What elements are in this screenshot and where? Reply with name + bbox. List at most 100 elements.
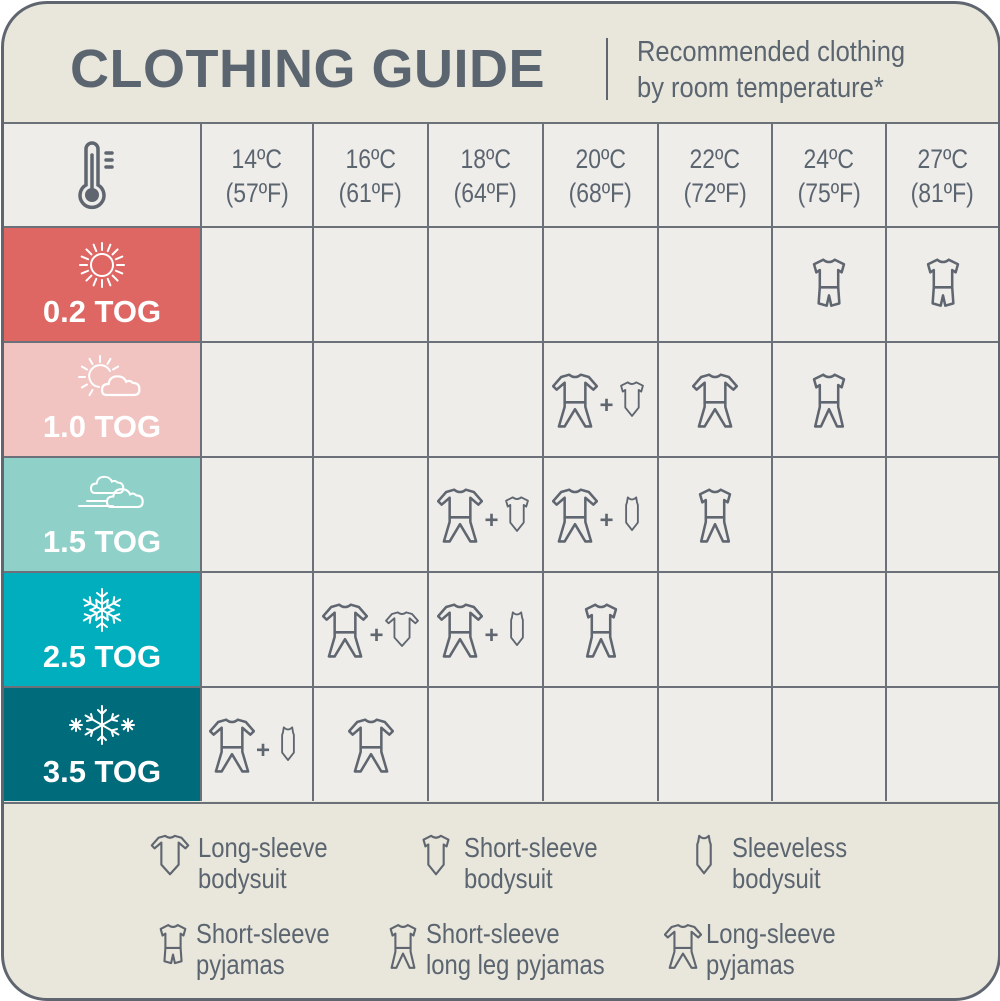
clothing-cell [200, 228, 312, 341]
clothing-cell: + [427, 573, 542, 686]
tog-label-cell: 0.2 TOG [4, 228, 200, 341]
temperature-celsius: 18ºC [460, 144, 511, 174]
clothing-cell [200, 343, 312, 456]
subtitle-line-2: by room temperature* [637, 72, 884, 104]
temperature-celsius: 20ºC [575, 144, 626, 174]
clothing-cell [885, 573, 998, 686]
plus-sign: + [484, 621, 499, 649]
legend-line-2: pyjamas [196, 949, 285, 980]
legend-line-1: Short-sleeve [464, 832, 598, 863]
long-sleeve-pyjamas-icon [692, 372, 738, 428]
temperature-header: 27ºC (81ºF) [885, 124, 998, 228]
tog-row: 1.5 TOG + + [4, 456, 998, 571]
long-sleeve-pyjamas-icon [322, 602, 369, 658]
tog-row: 2.5 TOG + + [4, 571, 998, 686]
header: CLOTHING GUIDE Recommended clothing by r… [4, 4, 998, 122]
clothing-cell [200, 458, 312, 571]
clothing-cell: + [542, 343, 657, 456]
tog-label: 0.2 TOG [42, 293, 162, 329]
legend-line-2: pyjamas [706, 949, 795, 980]
long-sleeve-pyjamas-icon [347, 717, 394, 773]
legend-line-2: long leg pyjamas [426, 949, 605, 980]
tog-row: 1.0 TOG + [4, 341, 998, 456]
sleeveless-bodysuit-icon [509, 610, 524, 646]
tog-label-cell: 2.5 TOG [4, 573, 200, 686]
clothing-cell [771, 688, 885, 801]
temperature-header: 24ºC (75ºF) [771, 124, 885, 228]
snowflakes-icon [69, 704, 135, 745]
temperature-fahrenheit: (75ºF) [797, 178, 861, 208]
short-sleeve-long-leg-pyjamas-icon [698, 487, 732, 543]
clothing-cell [312, 343, 427, 456]
long-sleeve-pyjamas-icon [208, 717, 255, 773]
sleeveless-bodysuit-icon [696, 834, 712, 875]
wind-cloud-icon [78, 475, 144, 508]
clothing-cell [885, 688, 998, 801]
clothing-cell [771, 228, 885, 341]
legend-line-1: Short-sleeve [196, 918, 330, 949]
temperature-fahrenheit: (72ºF) [683, 178, 747, 208]
tog-row: 3.5 TOG + [4, 686, 998, 801]
temperature-celsius: 24ºC [803, 144, 855, 174]
legend-label: Sleeveless bodysuit [732, 832, 847, 894]
legend-line-1: Sleeveless [732, 832, 848, 863]
short-sleeve-bodysuit-icon [422, 834, 450, 876]
clothing-cell [657, 458, 771, 571]
long-sleeve-pyjamas-icon [552, 372, 599, 428]
temperature-fahrenheit: (57ºF) [225, 178, 289, 208]
sleeveless-bodysuit-icon [281, 725, 295, 761]
long-sleeve-bodysuit-icon [150, 834, 190, 876]
clothing-cell [542, 228, 657, 341]
short-sleeve-bodysuit-icon [504, 495, 529, 532]
long-sleeve-pyjamas-icon [437, 487, 484, 543]
temperature-header: 16ºC (61ºF) [312, 124, 427, 228]
short-sleeve-pyjamas-icon [812, 257, 846, 307]
snowflake-icon [82, 587, 122, 632]
tog-label: 2.5 TOG [42, 638, 162, 674]
clothing-cell [771, 573, 885, 686]
plus-sign: + [255, 736, 270, 764]
clothing-cell [542, 573, 657, 686]
temperature-header: 18ºC (64ºF) [427, 124, 542, 228]
short-sleeve-long-leg-pyjamas-icon [389, 924, 417, 969]
temperature-fahrenheit: (68ºF) [568, 178, 633, 208]
tog-label: 1.0 TOG [42, 408, 162, 444]
clothing-cell [885, 458, 998, 571]
short-sleeve-long-leg-pyjamas-icon [812, 372, 846, 428]
tog-label-cell: 3.5 TOG [4, 688, 200, 801]
clothing-cell [657, 343, 771, 456]
legend-item: Short-sleeve long leg pyjamas [384, 918, 636, 980]
page-title: CLOTHING GUIDE [70, 39, 545, 99]
plus-sign: + [599, 506, 614, 534]
legend-label: Long-sleeve bodysuit [198, 832, 328, 894]
header-divider [606, 38, 608, 100]
long-sleeve-pyjamas-icon [437, 602, 484, 658]
long-sleeve-pyjamas-icon [664, 924, 702, 969]
tog-label: 3.5 TOG [42, 753, 162, 789]
clothing-cell: + [427, 458, 542, 571]
clothing-cell [771, 343, 885, 456]
clothing-cell [542, 688, 657, 801]
temperature-header: 20ºC (68ºF) [542, 124, 657, 228]
legend-line-1: Long-sleeve [706, 918, 836, 949]
tog-row: 0.2 TOG [4, 226, 998, 341]
plus-sign: + [484, 506, 499, 534]
clothing-cell [427, 688, 542, 801]
clothing-cell [427, 343, 542, 456]
legend-label: Long-sleeve pyjamas [706, 918, 836, 980]
short-sleeve-pyjamas-icon [926, 257, 959, 307]
legend-item: Long-sleeve bodysuit [146, 832, 351, 894]
sun-cloud-icon [78, 354, 141, 396]
legend-item: Long-sleeve pyjamas [664, 918, 859, 980]
temperature-fahrenheit: (61ºF) [338, 178, 403, 208]
long-sleeve-bodysuit-icon [384, 610, 419, 647]
clothing-cell: + [312, 573, 427, 686]
clothing-cell [657, 573, 771, 686]
clothing-cell: + [542, 458, 657, 571]
subtitle-line-1: Recommended clothing [637, 36, 906, 68]
short-sleeve-bodysuit-icon [619, 380, 644, 417]
clothing-cell [312, 228, 427, 341]
clothing-cell [312, 688, 427, 801]
legend: Long-sleeve bodysuit Short-sleeve bodysuit S… [4, 802, 998, 998]
